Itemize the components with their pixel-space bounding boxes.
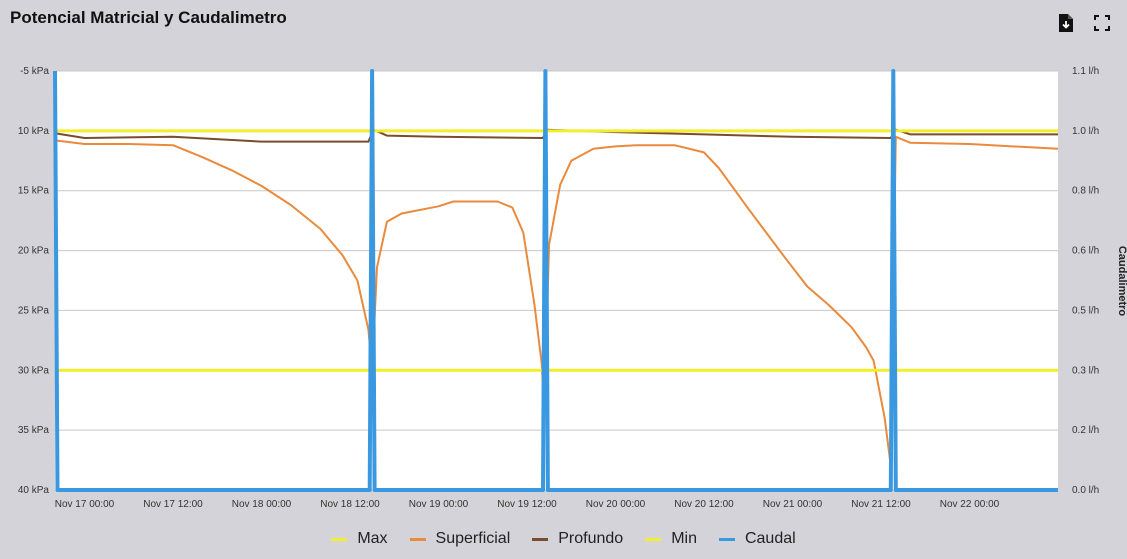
legend-item-superficial[interactable]: Superficial [409,530,511,548]
y-left-tick-label: 35 kPa [18,425,50,436]
x-tick-label: Nov 19 00:00 [409,499,469,510]
x-tick-label: Nov 18 12:00 [320,499,380,510]
legend-swatch [331,537,348,541]
chart-title: Potencial Matricial y Caudalimetro [10,8,287,27]
legend-swatch [409,537,426,541]
legend-label: Superficial [435,530,511,547]
x-tick-label: Nov 20 00:00 [586,499,646,510]
y-right-tick-label: 1.1 l/h [1072,66,1099,77]
y-left-tick-label: -5 kPa [20,66,49,77]
download-pdf-icon[interactable] [1055,12,1077,34]
y-left-tick-label: 10 kPa [18,126,50,137]
legend-label: Min [671,530,697,547]
legend-swatch [532,537,549,541]
fullscreen-icon[interactable] [1091,12,1113,34]
legend-label: Profundo [558,530,624,547]
legend-item-caudal[interactable]: Caudal [718,530,796,548]
y-right-tick-label: 0.0 l/h [1072,485,1099,496]
legend-label: Caudal [744,530,796,547]
y-left-tick-label: 15 kPa [18,186,50,197]
x-tick-label: Nov 17 00:00 [55,499,115,510]
y-right-tick-label: 0.3 l/h [1072,365,1099,376]
x-tick-label: Nov 19 12:00 [497,499,557,510]
y-right-tick-label: 0.6 l/h [1072,246,1099,257]
chart-toolbar [1055,12,1113,34]
chart-legend: Max Superficial Profundo Min Caudal [0,530,1127,548]
x-tick-label: Nov 17 12:00 [143,499,203,510]
x-tick-label: Nov 21 12:00 [851,499,911,510]
legend-item-min[interactable]: Min [645,530,697,548]
legend-label: Max [357,530,388,547]
y-right-tick-label: 1.0 l/h [1072,126,1099,137]
x-tick-label: Nov 20 12:00 [674,499,734,510]
y-left-tick-label: 25 kPa [18,305,50,316]
y-left-tick-label: 20 kPa [18,246,50,257]
y-left-tick-label: 40 kPa [18,485,50,496]
y-right-axis-title: Caudalimetro [1116,246,1127,317]
x-tick-label: Nov 22 00:00 [940,499,1000,510]
x-tick-label: Nov 18 00:00 [232,499,292,510]
y-right-tick-label: 0.5 l/h [1072,305,1099,316]
y-right-tick-label: 0.2 l/h [1072,425,1099,436]
legend-swatch [718,537,735,541]
y-right-tick-label: 0.8 l/h [1072,186,1099,197]
legend-item-max[interactable]: Max [331,530,388,548]
legend-item-profundo[interactable]: Profundo [532,530,623,548]
y-left-tick-label: 30 kPa [18,365,50,376]
legend-swatch [645,537,662,541]
series-caudal-line[interactable] [53,69,1058,492]
x-tick-label: Nov 21 00:00 [763,499,823,510]
